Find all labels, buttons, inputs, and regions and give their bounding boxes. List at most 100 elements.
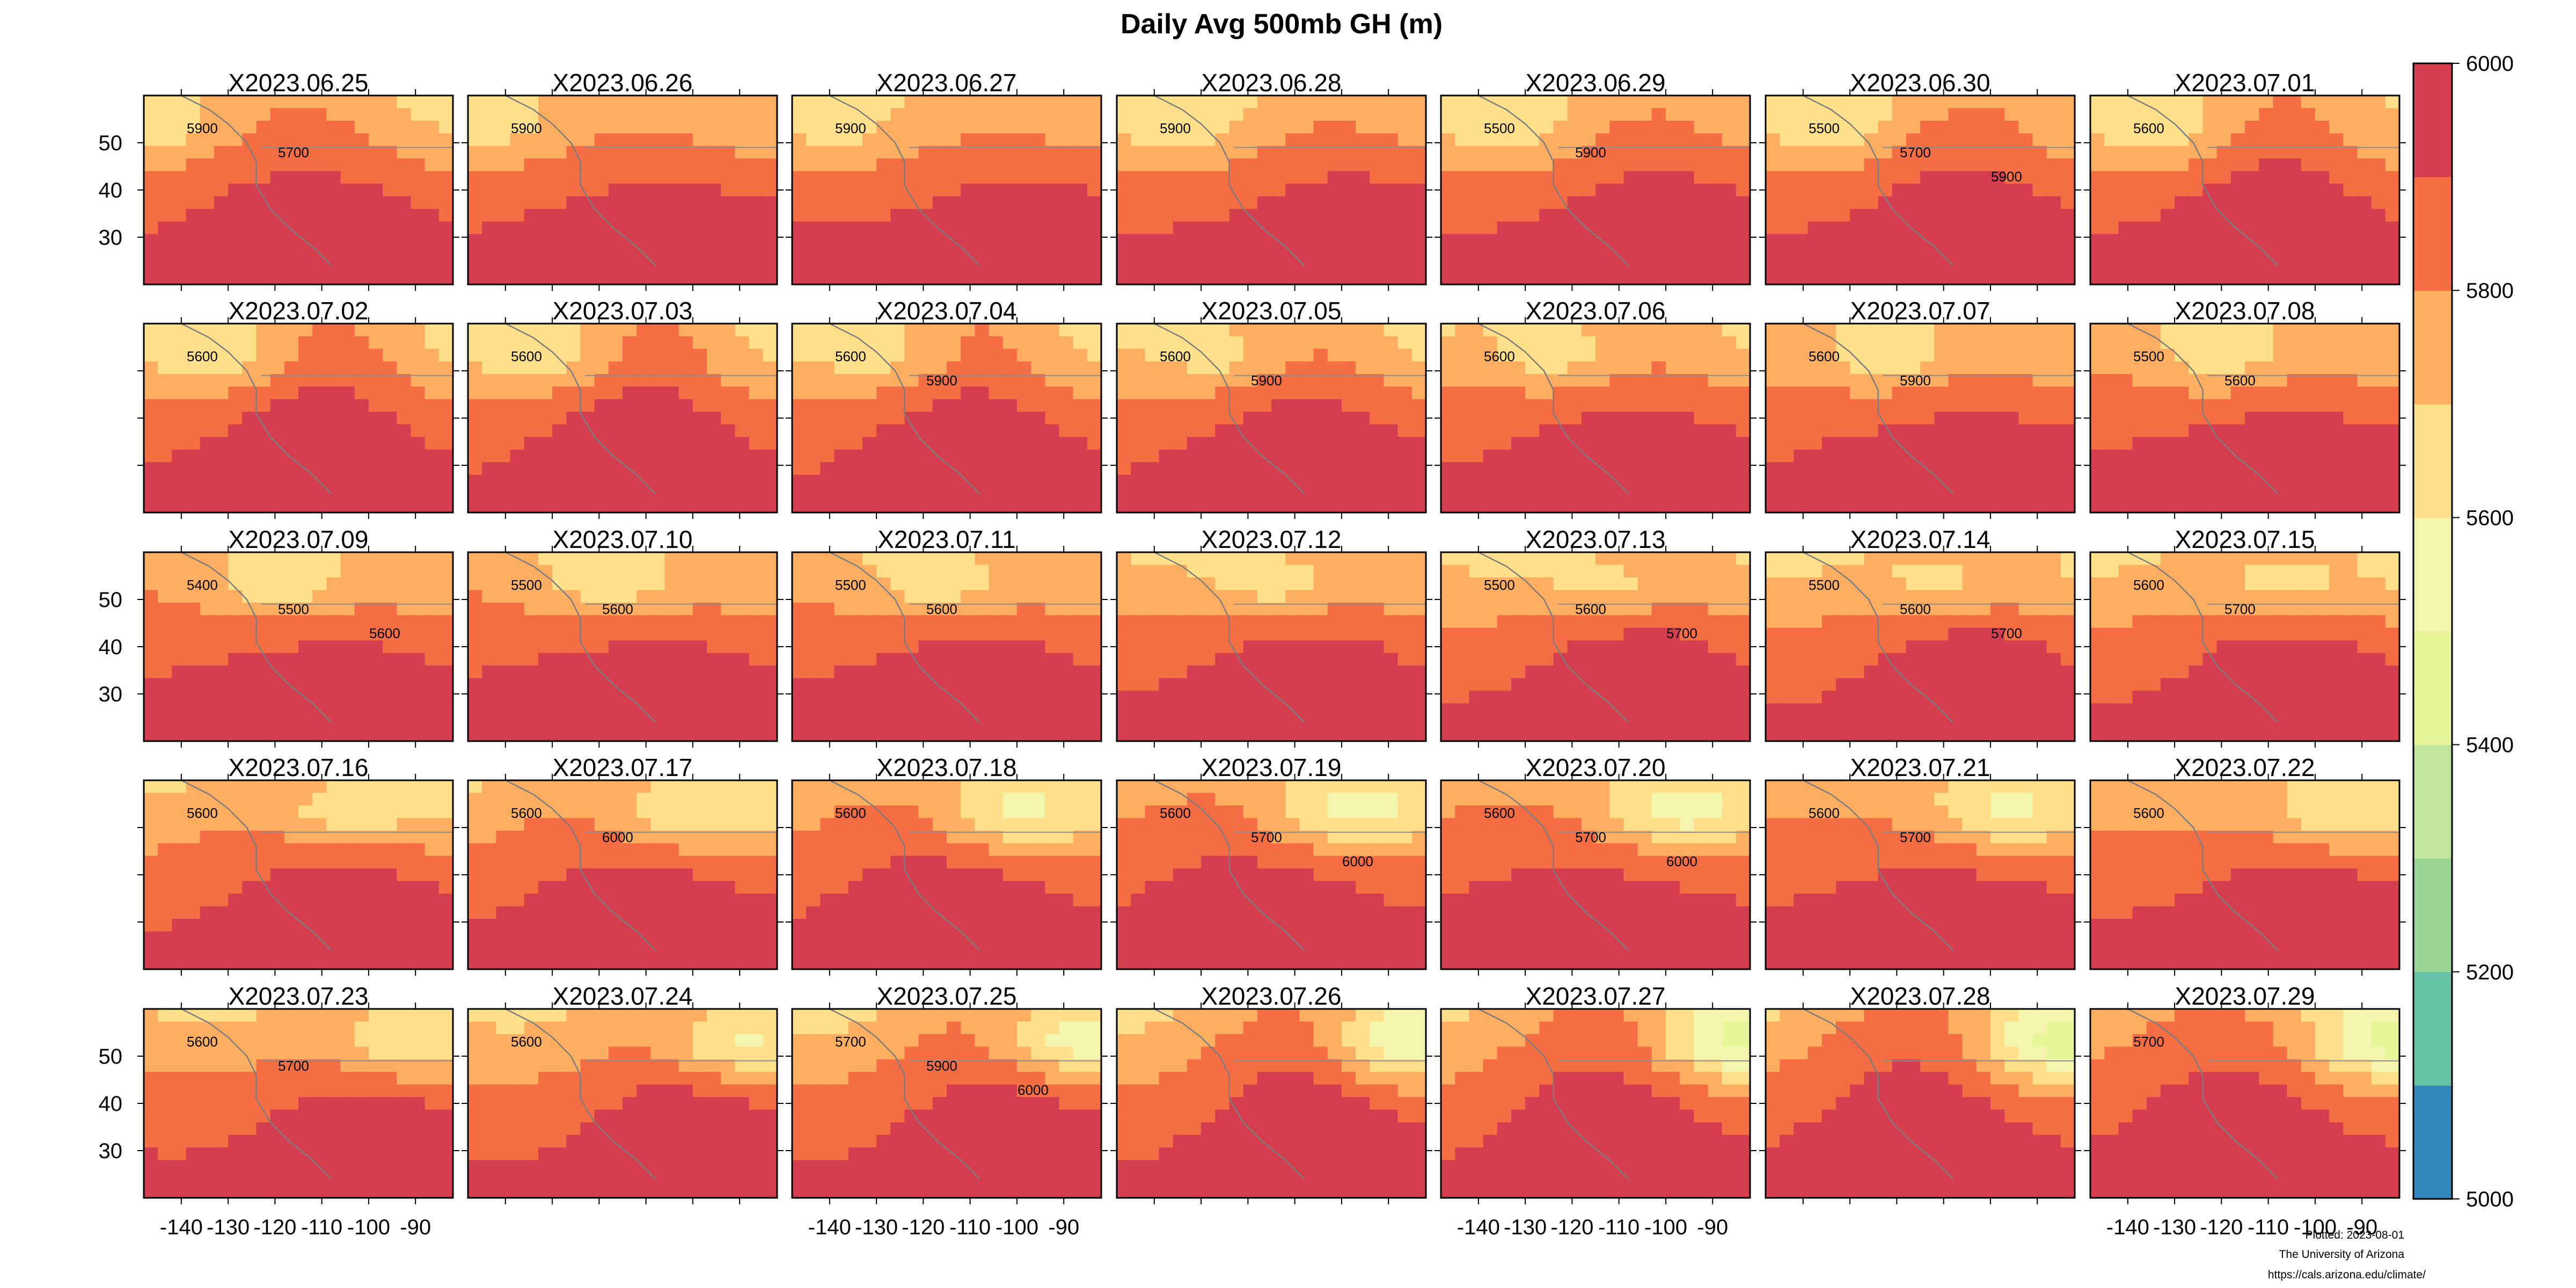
heat-cell [1073,336,1088,349]
heat-cell [1299,209,1314,222]
heat-cell [2004,474,2019,488]
heat-cell [1780,120,1795,134]
heat-cell [1370,399,1385,413]
heat-cell [1187,487,1202,501]
heat-cell [1850,437,1865,450]
heat-cell [1073,171,1088,185]
heat-cell [2315,234,2330,247]
heat-cell [623,386,637,400]
heat-cell [1553,221,1568,235]
heat-cell [468,474,482,488]
heat-cell [2202,108,2218,121]
heat-cell [438,171,453,185]
heat-cell [172,386,187,400]
heat-cell [482,361,497,375]
heat-cell [1313,209,1328,222]
heat-cell [721,412,736,425]
heat-cell [1483,259,1498,273]
heat-cell [2146,158,2161,172]
heat-cell [172,196,187,209]
heat-cell [1637,462,1652,475]
heat-cell [1483,424,1498,437]
heat-cell [608,500,623,513]
heat-cell [1581,500,1596,513]
heat-cell [1016,361,1031,375]
heat-cell [411,145,426,159]
heat-cell [1229,108,1244,121]
heat-cell [228,462,243,475]
heat-cell [538,374,553,387]
heat-cell [1497,386,1512,400]
heat-cell [468,158,482,172]
heat-cell [2004,336,2019,349]
heat-cell [650,209,665,222]
heat-cell [1722,158,1737,172]
heat-cell [242,246,257,260]
heat-cell [1694,259,1709,273]
heat-cell [2259,133,2274,147]
heat-cell [1934,412,1949,425]
heat-cell [538,399,553,413]
heat-cell [482,474,497,488]
heat-cell [270,374,285,387]
heat-cell [1285,133,1300,147]
heat-cell [510,196,525,209]
heat-cell [1173,171,1188,185]
heat-cell [664,120,679,134]
heat-cell [961,272,976,285]
heat-cell [1525,96,1540,109]
heat-cell [214,324,229,337]
heat-cell [1680,108,1695,121]
heat-cell [1766,374,1780,387]
heat-cell [876,234,891,247]
heat-cell [1497,133,1512,147]
heat-cell [721,487,736,501]
heat-cell [1539,184,1554,197]
heat-cell [1313,184,1328,197]
heat-cell [496,399,511,413]
heat-cell [298,474,313,488]
heat-cell [2371,234,2386,247]
heat-cell [2259,487,2274,501]
heat-cell [538,246,553,260]
heat-cell [721,108,736,121]
heat-cell [496,209,511,222]
heat-cell [1455,424,1470,437]
heat-cell [1059,324,1074,337]
heat-cell [1525,209,1540,222]
heat-cell [1990,145,2005,159]
heat-cell [1892,462,1907,475]
heat-cell [2357,487,2372,501]
heat-cell [749,272,764,285]
heat-cell [2371,221,2386,235]
heat-cell [862,96,877,109]
heat-cell [2230,234,2245,247]
heat-cell [1271,474,1286,488]
heat-cell [975,361,990,375]
heat-cell [989,336,1004,349]
heat-cell [1117,209,1131,222]
heat-cell [1596,336,1610,349]
heat-cell [1397,259,1413,273]
heat-cell [2216,259,2231,273]
heat-cell [425,324,440,337]
heat-cell [834,500,849,513]
heat-cell [1441,246,1455,260]
heat-cell [1835,487,1850,501]
heat-cell [2287,500,2302,513]
heat-cell [890,474,905,488]
heat-cell [2371,246,2386,260]
heat-cell [989,171,1004,185]
heat-cell [2104,474,2119,488]
heat-cell [1567,133,1582,147]
heat-cell [186,120,201,134]
heat-cell [186,348,201,362]
heat-cell [749,209,764,222]
heat-cell [806,171,821,185]
heat-cell [1694,108,1709,121]
heat-cell [1694,196,1709,209]
heat-cell [214,246,229,260]
heat-cell [1835,246,1850,260]
heat-cell [1313,272,1328,285]
